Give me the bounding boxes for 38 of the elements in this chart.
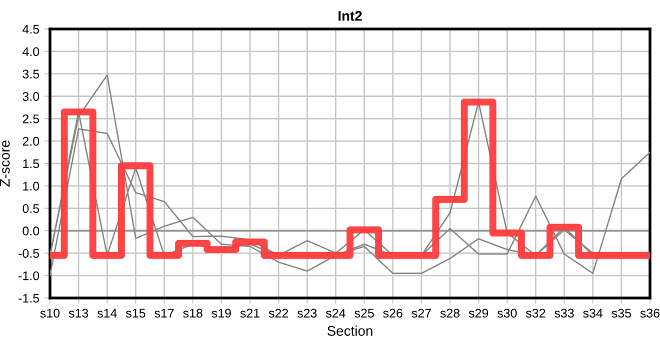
x-tick-label: s19: [212, 308, 231, 318]
x-tick-label: s18: [183, 308, 202, 318]
y-tick-label: 0.5: [22, 204, 40, 213]
x-tick-label: s10: [40, 308, 60, 318]
x-tick-label: s14: [97, 308, 117, 318]
x-tick-label: s13: [68, 308, 88, 318]
x-tick-label: s27: [412, 308, 431, 318]
y-tick-label: 1.0: [23, 182, 40, 191]
x-tick-label: s26: [383, 308, 402, 318]
x-tick-label: s32: [526, 308, 546, 318]
y-axis-title: Z-score: [0, 140, 10, 187]
y-tick-label: -1.5: [18, 294, 40, 303]
x-tick-label: s24: [326, 308, 346, 318]
x-tick-label: s21: [240, 308, 260, 318]
x-axis-title: Section: [327, 326, 372, 336]
y-tick-label: 0.0: [22, 226, 40, 236]
x-tick-label: s30: [497, 308, 517, 318]
x-tick-label: s17: [154, 308, 174, 318]
x-tick-label: s36: [640, 308, 660, 318]
y-tick-label: 1.5: [23, 159, 40, 168]
y-tick-label: -0.5: [18, 248, 40, 258]
x-tick-label: s15: [126, 308, 146, 318]
y-tick-label: 3.5: [22, 70, 40, 78]
x-tick-label: s22: [268, 308, 288, 318]
y-tick-label: -1.0: [18, 271, 40, 280]
x-tick-label: s28: [440, 308, 460, 318]
x-tick-label: s25: [354, 308, 374, 318]
x-tick-label: s35: [612, 308, 631, 318]
y-tick-label: 2.5: [22, 114, 40, 124]
y-tick-label: 3.0: [22, 92, 40, 101]
x-tick-label: s33: [554, 308, 574, 318]
y-tick-label: 4.0: [22, 47, 40, 56]
x-tick-label: s29: [468, 308, 488, 318]
x-tick-label: s23: [297, 308, 317, 318]
chart-title: Int2: [338, 10, 362, 21]
x-tick-label: s34: [583, 308, 603, 318]
y-tick-label: 4.5: [22, 24, 40, 34]
y-tick-label: 2.0: [22, 136, 40, 146]
